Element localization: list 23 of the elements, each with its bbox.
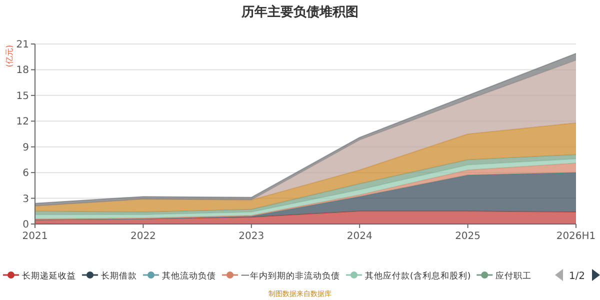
- legend-label: 长期递延收益: [22, 270, 76, 282]
- x-tick-label: 2026H1: [556, 231, 596, 242]
- legend-label: 其他流动负债: [162, 270, 216, 282]
- y-tick-label: 6: [22, 168, 29, 180]
- legend-label: 一年内到期的非流动负债: [241, 270, 340, 282]
- y-tick-label: 15: [16, 90, 29, 102]
- legend-label: 长期借款: [101, 270, 137, 282]
- y-tick-label: 3: [22, 194, 29, 205]
- x-tick-label: 2025: [455, 231, 481, 242]
- x-tick-label: 2024: [346, 231, 372, 242]
- x-tick-label: 2023: [238, 231, 264, 242]
- y-tick-label: 18: [16, 65, 29, 76]
- text: 1/2: [568, 271, 586, 282]
- legend-label: 应付职工: [496, 270, 532, 282]
- x-tick-label: 2022: [130, 231, 156, 242]
- x-tick-label: 2021: [22, 231, 48, 242]
- y-tick-label: 12: [16, 116, 29, 128]
- y-axis-title: (亿元): [5, 44, 14, 68]
- y-tick-label: 9: [22, 142, 29, 154]
- y-tick-label: 0: [22, 220, 29, 230]
- legend-label: 其他应付款(含利息和股利): [365, 270, 471, 282]
- y-tick-label: 21: [16, 40, 29, 50]
- chart-title: 历年主要负债堆积图: [240, 4, 358, 20]
